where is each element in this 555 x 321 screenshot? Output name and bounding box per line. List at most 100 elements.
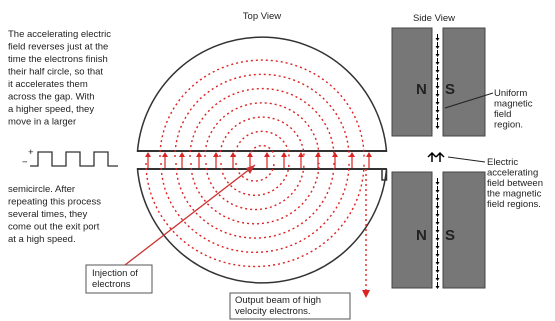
text-line: come out the exit port [8, 222, 100, 233]
gap-arrowhead [247, 152, 253, 157]
text-line: The accelerating electric [8, 29, 111, 40]
orbit [159, 59, 365, 158]
orbit [145, 162, 365, 268]
field-arrowhead [435, 286, 440, 289]
pointer-head [246, 165, 255, 174]
orbit [175, 162, 335, 239]
field-arrowhead [435, 126, 440, 129]
field-arrowhead [435, 70, 440, 73]
field-arrowhead [435, 110, 440, 113]
south-pole: S [445, 81, 455, 98]
field-arrowhead [435, 238, 440, 241]
field-arrowhead [435, 270, 440, 273]
text-line: Electric [487, 157, 518, 168]
exit-arrow [362, 290, 370, 298]
magnet [391, 171, 433, 289]
gap-arrowhead [179, 152, 185, 157]
gap-arrowhead [332, 152, 338, 157]
magnet [442, 27, 486, 137]
field-arrowhead [435, 46, 440, 49]
text-line: field between [487, 178, 543, 189]
gap-arrowhead [162, 152, 168, 157]
text-line: a higher speed, they [8, 104, 94, 115]
field-arrowhead [435, 190, 440, 193]
text-line: their half circle, so that [8, 67, 103, 78]
text-line: Uniform [494, 88, 527, 99]
north-pole: N [416, 227, 427, 244]
text-line: velocity electrons. [235, 306, 311, 317]
field-arrowhead [435, 198, 440, 201]
field-arrowhead [435, 102, 440, 105]
gap-arrows [145, 152, 372, 168]
square-wave [30, 151, 118, 167]
text-line: the magnetic [487, 189, 542, 200]
field-arrowhead [435, 230, 440, 233]
output-label: Output beam of high velocity electrons. [235, 295, 321, 317]
field-arrowhead [435, 118, 440, 121]
side-view-label: Side View [413, 13, 455, 24]
text-line: repeating this process [8, 197, 101, 208]
orbit [220, 162, 290, 196]
text-line: time the electrons finish [8, 54, 108, 65]
field-arrowhead [435, 206, 440, 209]
field-arrowhead [435, 262, 440, 265]
output-box [229, 292, 351, 320]
top-view-label: Top View [243, 11, 282, 22]
gap-arrowhead [281, 152, 287, 157]
gap-arrowhead [349, 152, 355, 157]
orbit [219, 116, 305, 158]
text-line: field reverses just at the [8, 42, 108, 53]
gap-arrowhead [145, 152, 151, 157]
text-line: magnetic [494, 99, 533, 110]
injection-pointer [124, 164, 256, 266]
gap-arrowhead [264, 152, 270, 157]
gap-arrowhead [230, 152, 236, 157]
north-pole: N [416, 81, 427, 98]
text-line: Injection of [92, 268, 138, 279]
wave-plus: + [28, 147, 34, 158]
orbit [205, 162, 305, 211]
gap [137, 151, 387, 169]
description: The accelerating electric field reverses … [8, 29, 111, 128]
text-line: semicircle. After [8, 184, 75, 195]
text-line: Output beam of high [235, 295, 321, 306]
text-line: field regions. [487, 199, 541, 210]
gap-arrowhead [315, 152, 321, 157]
field-arrowhead [435, 246, 440, 249]
injection-label: Injection of electrons [92, 268, 138, 290]
field-arrowhead [435, 54, 440, 57]
electric-field-label: Electric accelerating field between the mag… [487, 157, 543, 210]
field-arrowhead [435, 254, 440, 257]
field-arrowhead [435, 94, 440, 97]
gap-arrowhead [213, 152, 219, 157]
gap-arrowhead [366, 152, 372, 157]
field-arrowhead [435, 182, 440, 185]
magnet [391, 27, 433, 137]
field-arrowhead [435, 214, 440, 217]
text-line: across the gap. With [8, 92, 95, 103]
lower-dee [136, 168, 388, 284]
text-line: electrons [92, 279, 131, 290]
south-pole: S [445, 227, 455, 244]
field-arrowhead [435, 222, 440, 225]
orbit [235, 162, 275, 182]
upper-dee [136, 36, 388, 152]
field-arrowhead [435, 278, 440, 281]
uniform-field-label: Uniform magnetic field region. [494, 88, 533, 131]
field-arrowhead [435, 86, 440, 89]
field-arrowhead [435, 78, 440, 81]
text-line: field [494, 109, 511, 120]
leader [444, 92, 494, 109]
text-line: it accelerates them [8, 79, 88, 90]
gap-arrowhead [298, 152, 304, 157]
field-arrowhead [435, 38, 440, 41]
leader [447, 156, 486, 163]
description-continued: semicircle. After repeating this process s… [8, 184, 101, 245]
text-line: at a high speed. [8, 234, 76, 245]
text-line: region. [494, 120, 523, 131]
field-arrows [435, 34, 440, 289]
electric-arrows [427, 151, 445, 162]
text-line: several times, they [8, 209, 87, 220]
orbit [189, 87, 335, 158]
